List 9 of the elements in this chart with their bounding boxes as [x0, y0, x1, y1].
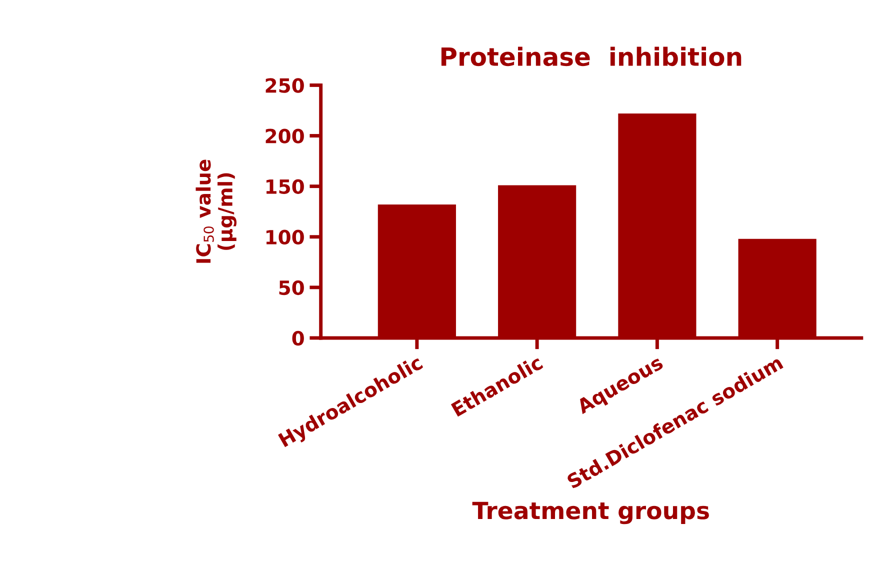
y-tick-label: 150 [266, 179, 304, 194]
chart-title: Proteinase inhibition [441, 46, 742, 66]
y-tick-label: 200 [266, 128, 304, 144]
y-tick-label: 250 [266, 78, 304, 93]
y-tick-label: 100 [266, 230, 304, 245]
y-tick-label: 50 [279, 280, 304, 296]
y-axis-title: IC$_{50}$ value (µg/ml) [196, 160, 236, 263]
y-tick-label: 0 [292, 330, 304, 346]
x-axis-title: Treatment groups [472, 502, 709, 524]
